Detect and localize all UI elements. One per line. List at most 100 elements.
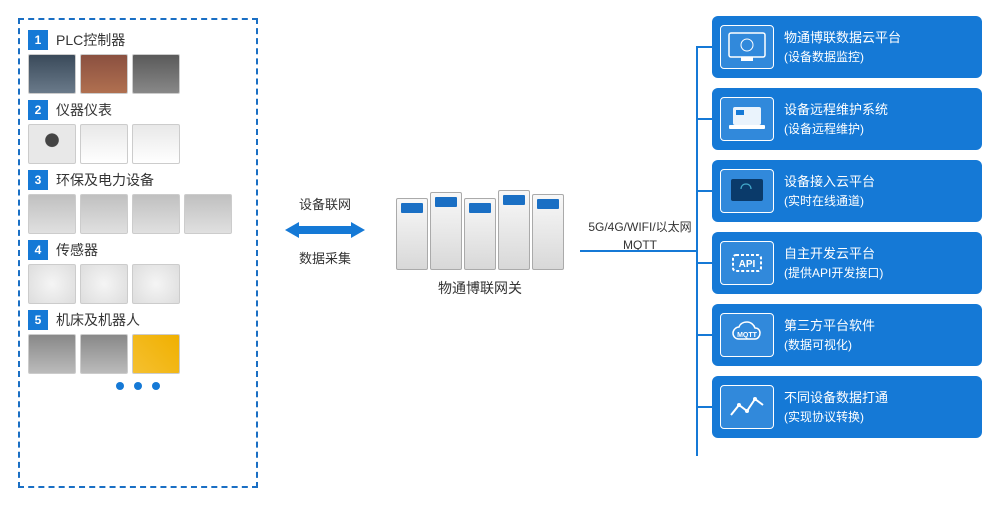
- device-images: [28, 264, 248, 304]
- connector: [696, 406, 712, 408]
- gateway-device: [396, 198, 428, 270]
- service-box: 设备远程维护系统(设备远程维护): [712, 88, 982, 150]
- service-text: 第三方平台软件(数据可视化): [784, 316, 875, 354]
- network-protocol-label: 5G/4G/WIFI/以太网 MQTT: [580, 218, 700, 254]
- service-box: 设备接入云平台(实时在线通道): [712, 160, 982, 222]
- category-header: 5 机床及机器人: [28, 310, 248, 330]
- pagination-dots: [28, 382, 248, 390]
- device-icon: [132, 54, 180, 94]
- service-text: 设备远程维护系统(设备远程维护): [784, 100, 888, 138]
- device-images: [28, 54, 248, 94]
- service-title: 第三方平台软件: [784, 316, 875, 336]
- device-icon: [132, 194, 180, 234]
- device-icon: [80, 124, 128, 164]
- device-images: [28, 124, 248, 164]
- dashboard-icon: [720, 25, 774, 69]
- device-icon: [80, 334, 128, 374]
- number-badge: 2: [28, 100, 48, 120]
- arrow-label-bottom: 数据采集: [280, 249, 370, 270]
- gateway-label: 物通博联网关: [380, 278, 580, 298]
- category-title: 仪器仪表: [56, 100, 112, 120]
- service-subtitle: (数据可视化): [784, 336, 875, 354]
- connector: [696, 46, 712, 48]
- category-title: 传感器: [56, 240, 98, 260]
- service-box: 物通博联数据云平台(设备数据监控): [712, 16, 982, 78]
- cloud-screen-icon: [720, 169, 774, 213]
- service-text: 设备接入云平台(实时在线通道): [784, 172, 875, 210]
- connector: [580, 250, 698, 252]
- number-badge: 4: [28, 240, 48, 260]
- device-icon: [28, 334, 76, 374]
- service-subtitle: (实现协议转换): [784, 408, 888, 426]
- gateway-device: [430, 192, 462, 270]
- number-badge: 5: [28, 310, 48, 330]
- number-badge: 1: [28, 30, 48, 50]
- category-title: 机床及机器人: [56, 310, 140, 330]
- number-badge: 3: [28, 170, 48, 190]
- connector: [696, 190, 712, 192]
- device-icon: [28, 124, 76, 164]
- service-title: 设备远程维护系统: [784, 100, 888, 120]
- gateway-device: [464, 198, 496, 270]
- network-line1: 5G/4G/WIFI/以太网: [580, 218, 700, 236]
- device-images: [28, 194, 248, 234]
- category-header: 2 仪器仪表: [28, 100, 248, 120]
- gateway-device: [532, 194, 564, 270]
- device-icon: [28, 194, 76, 234]
- device-icon: [80, 194, 128, 234]
- gateway-devices: [380, 190, 580, 270]
- dot: [134, 382, 142, 390]
- bidirectional-arrow-icon: [285, 220, 365, 240]
- service-text: 不同设备数据打通(实现协议转换): [784, 388, 888, 426]
- service-subtitle: (提供API开发接口): [784, 264, 883, 282]
- service-title: 物通博联数据云平台: [784, 28, 901, 48]
- service-text: 自主开发云平台(提供API开发接口): [784, 244, 883, 282]
- service-title: 设备接入云平台: [784, 172, 875, 192]
- services-panel: 物通博联数据云平台(设备数据监控) 设备远程维护系统(设备远程维护) 设备接入云平台…: [712, 16, 982, 448]
- service-box: API 自主开发云平台(提供API开发接口): [712, 232, 982, 294]
- category-title: PLC控制器: [56, 30, 125, 50]
- connection-arrow-block: 设备联网 数据采集: [280, 195, 370, 270]
- service-subtitle: (实时在线通道): [784, 192, 875, 210]
- dot: [152, 382, 160, 390]
- svg-text:API: API: [739, 259, 756, 270]
- device-icon: [132, 124, 180, 164]
- service-box: MQTT 第三方平台软件(数据可视化): [712, 304, 982, 366]
- device-icon: [28, 264, 76, 304]
- arrow-label-top: 设备联网: [280, 195, 370, 216]
- device-icon: [132, 334, 180, 374]
- service-text: 物通博联数据云平台(设备数据监控): [784, 28, 901, 66]
- category: 2 仪器仪表: [28, 100, 248, 164]
- gateway-block: 物通博联网关: [380, 190, 580, 298]
- gateway-device: [498, 190, 530, 270]
- dot: [116, 382, 124, 390]
- category: 5 机床及机器人: [28, 310, 248, 374]
- connector: [696, 262, 712, 264]
- category: 3 环保及电力设备: [28, 170, 248, 234]
- connector: [696, 334, 712, 336]
- mqtt-icon: MQTT: [720, 313, 774, 357]
- connector: [696, 46, 698, 456]
- service-title: 不同设备数据打通: [784, 388, 888, 408]
- category: 1 PLC控制器: [28, 30, 248, 94]
- category-header: 1 PLC控制器: [28, 30, 248, 50]
- svg-text:MQTT: MQTT: [737, 332, 758, 339]
- category-header: 3 环保及电力设备: [28, 170, 248, 190]
- service-title: 自主开发云平台: [784, 244, 883, 264]
- service-subtitle: (设备远程维护): [784, 120, 888, 138]
- category-title: 环保及电力设备: [56, 170, 154, 190]
- device-icon: [80, 54, 128, 94]
- device-icon: [28, 54, 76, 94]
- connector: [696, 118, 712, 120]
- device-icon: [184, 194, 232, 234]
- api-icon: API: [720, 241, 774, 285]
- laptop-icon: [720, 97, 774, 141]
- category-header: 4 传感器: [28, 240, 248, 260]
- device-categories-panel: 1 PLC控制器 2 仪器仪表 3 环保及电力设备 4 传感器 5 机床及机器人: [18, 18, 258, 488]
- device-icon: [132, 264, 180, 304]
- device-images: [28, 334, 248, 374]
- device-icon: [80, 264, 128, 304]
- service-subtitle: (设备数据监控): [784, 48, 901, 66]
- service-box: 不同设备数据打通(实现协议转换): [712, 376, 982, 438]
- chart-icon: [720, 385, 774, 429]
